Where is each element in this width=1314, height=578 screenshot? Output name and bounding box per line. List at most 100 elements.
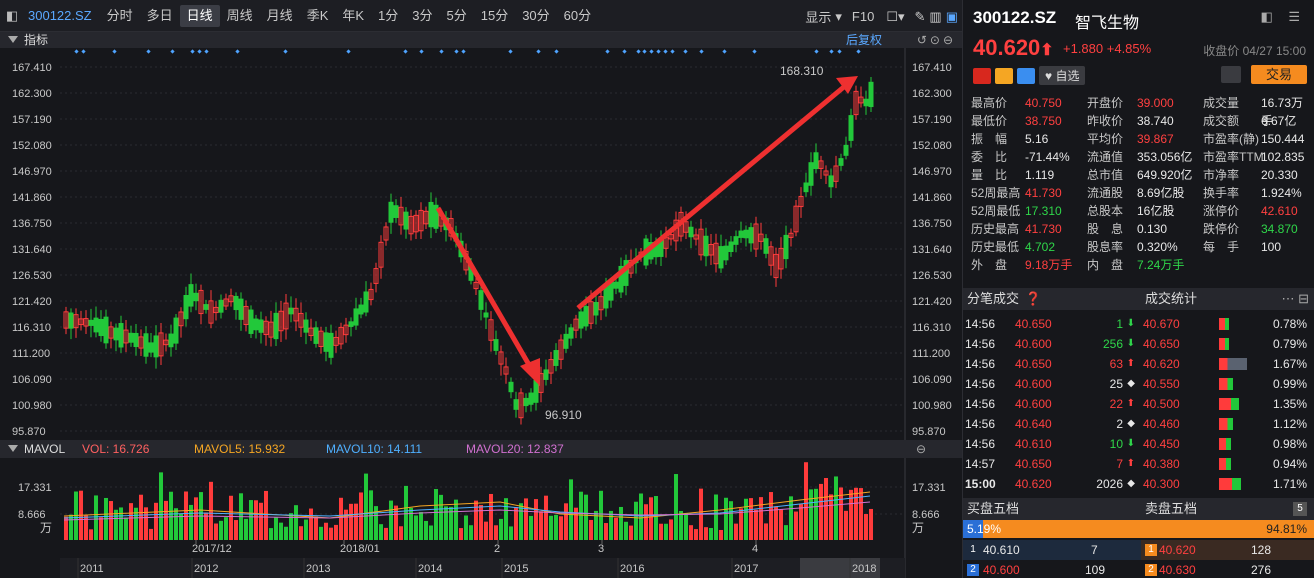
period-tab[interactable]: 季K <box>306 7 329 23</box>
volume-bar <box>804 462 808 540</box>
candle-body <box>568 327 574 339</box>
tick-row[interactable]: 14:56 40.650 63 ⬆ <box>963 354 1139 374</box>
period-tab[interactable]: 60分 <box>563 7 592 23</box>
period-tab[interactable]: 周线 <box>226 7 253 23</box>
indicator-label[interactable]: 指标 <box>24 33 49 47</box>
candle-body <box>558 339 564 360</box>
dist-title[interactable]: 成交统计 <box>1145 291 1198 306</box>
volume-bar <box>764 523 768 540</box>
down-trend-arrow <box>435 206 535 372</box>
period-tab[interactable]: 3分 <box>412 7 433 23</box>
maximize-icon[interactable]: ▣ <box>945 8 958 24</box>
more-icon[interactable]: ⋯ ⊟ <box>1281 291 1309 306</box>
panel-icons[interactable]: ◧ ☰ <box>1260 9 1306 24</box>
tick-row[interactable]: 14:57 40.650 7 ⬆ <box>963 454 1139 474</box>
tick-row[interactable]: 14:56 40.600 22 ⬆ <box>963 394 1139 414</box>
f10-button[interactable]: F10 <box>851 9 875 24</box>
close-icon[interactable]: ⊖ <box>916 442 927 456</box>
collapse-icon[interactable] <box>8 445 18 452</box>
timeline-strip[interactable] <box>60 558 905 578</box>
stat-label: 换手率 <box>1203 186 1240 200</box>
orderbook-row[interactable]: 1 40.610 7 1 40.620 128 <box>963 540 1314 560</box>
dist-row[interactable]: 40.670 0.78% <box>1141 314 1314 334</box>
tick-volume: 7 <box>1116 457 1123 471</box>
bid-index: 1 <box>970 544 976 555</box>
tick-row[interactable]: 14:56 40.610 10 ⬇ <box>963 434 1139 454</box>
tick-row[interactable]: 15:00 40.620 2026 ◆ <box>963 474 1139 494</box>
stat-label: 每 手 <box>1203 240 1240 254</box>
y-tick-label: 126.530 <box>912 270 952 282</box>
period-tab[interactable]: 5分 <box>446 7 467 23</box>
vol-unit: 万 <box>40 521 52 535</box>
candle-body <box>738 230 744 238</box>
y-tick-label: 95.870 <box>912 426 946 438</box>
period-tab[interactable]: 15分 <box>480 7 509 23</box>
trade-button[interactable]: 交易 <box>1251 65 1307 84</box>
ask-volume: 276 <box>1251 563 1272 577</box>
stock-code[interactable]: 300122.SZ <box>28 8 92 23</box>
help-icon[interactable]: ❓ <box>1025 291 1042 306</box>
dist-row[interactable]: 40.380 0.94% <box>1141 454 1314 474</box>
volume-bar <box>524 498 528 540</box>
tick-title[interactable]: 分笔成交 <box>967 291 1020 306</box>
draw-icon[interactable]: ✎ <box>914 8 926 24</box>
period-tab[interactable]: 1分 <box>378 7 399 23</box>
volume-bar <box>69 514 73 540</box>
candle-body <box>148 342 154 353</box>
orderbook-row[interactable]: 2 40.600 109 2 40.630 276 <box>963 560 1314 578</box>
volume-bar <box>809 489 813 540</box>
sell-title: 卖盘五档 <box>1145 501 1198 516</box>
dist-row[interactable]: 40.550 0.99% <box>1141 374 1314 394</box>
period-tab[interactable]: 30分 <box>522 7 550 23</box>
tick-row[interactable]: 14:56 40.640 2 ◆ <box>963 414 1139 434</box>
tick-list[interactable]: 14:56 40.650 1 ⬇ 14:56 40.600 256 ⬇ 14:56 40.650 6… <box>963 314 1139 494</box>
adjust-mode[interactable]: 后复权 <box>845 33 882 47</box>
label-icon[interactable] <box>1017 67 1035 84</box>
direction-icon: ◆ <box>1127 378 1135 389</box>
tick-price: 40.620 <box>1015 477 1052 491</box>
layout-icon[interactable]: ▥ <box>929 8 942 24</box>
volume-bar <box>349 503 353 540</box>
timeline-window[interactable] <box>800 558 880 578</box>
period-tab[interactable]: 日线 <box>179 4 220 27</box>
dist-row[interactable]: 40.500 1.35% <box>1141 394 1314 414</box>
candle-body <box>228 295 234 303</box>
dist-row[interactable]: 40.650 0.79% <box>1141 334 1314 354</box>
stat-label: 流通股 <box>1087 186 1124 200</box>
dist-row[interactable]: 40.460 1.12% <box>1141 414 1314 434</box>
chevron-down-icon[interactable]: ▾ <box>835 8 842 24</box>
volume-distribution[interactable]: 40.670 0.78% 40.650 0.79% 40.620 1.67% 40.550 0… <box>1141 314 1314 494</box>
stat-value: 0.320% <box>1137 240 1178 254</box>
signal-marker <box>283 49 288 54</box>
y-tick-label: 131.640 <box>12 244 52 256</box>
candle-body <box>763 238 769 254</box>
tick-row[interactable]: 14:56 40.600 25 ◆ <box>963 374 1139 394</box>
tick-volume: 10 <box>1109 437 1123 451</box>
dist-row[interactable]: 40.450 0.98% <box>1141 434 1314 454</box>
volume-bar <box>464 515 468 540</box>
signal-marker <box>642 49 647 54</box>
level-badge[interactable]: 5 <box>1293 502 1307 516</box>
candlestick-chart[interactable]: 167.410 167.410 162.300 162.300 157.190 157.1… <box>0 48 962 440</box>
bell-icon[interactable] <box>1221 66 1241 83</box>
volume-bar <box>819 483 823 540</box>
lightning-icon[interactable] <box>995 67 1013 84</box>
period-tab[interactable]: 多日 <box>146 7 173 23</box>
watchlist-button[interactable]: ♥ 自选 <box>1039 66 1086 85</box>
box-icon[interactable]: ☐▾ <box>886 8 905 24</box>
period-tab[interactable]: 月线 <box>266 7 293 23</box>
tick-row[interactable]: 14:56 40.600 256 ⬇ <box>963 334 1139 354</box>
period-tab[interactable]: 年K <box>342 7 365 23</box>
chart-controls-icons[interactable]: ↺⊙⊖ <box>916 33 956 47</box>
dist-row[interactable]: 40.620 1.67% <box>1141 354 1314 374</box>
tick-row[interactable]: 14:56 40.650 1 ⬇ <box>963 314 1139 334</box>
dist-row[interactable]: 40.300 1.71% <box>1141 474 1314 494</box>
collapse-icon[interactable] <box>8 36 18 43</box>
sidebar-toggle-icon[interactable]: ◧ <box>5 7 19 23</box>
candle-body <box>618 265 624 293</box>
stat-value: 150.444 <box>1261 132 1305 146</box>
signal-marker <box>536 49 541 54</box>
period-tab[interactable]: 分时 <box>106 7 133 23</box>
display-menu[interactable]: 显示 <box>805 10 832 25</box>
